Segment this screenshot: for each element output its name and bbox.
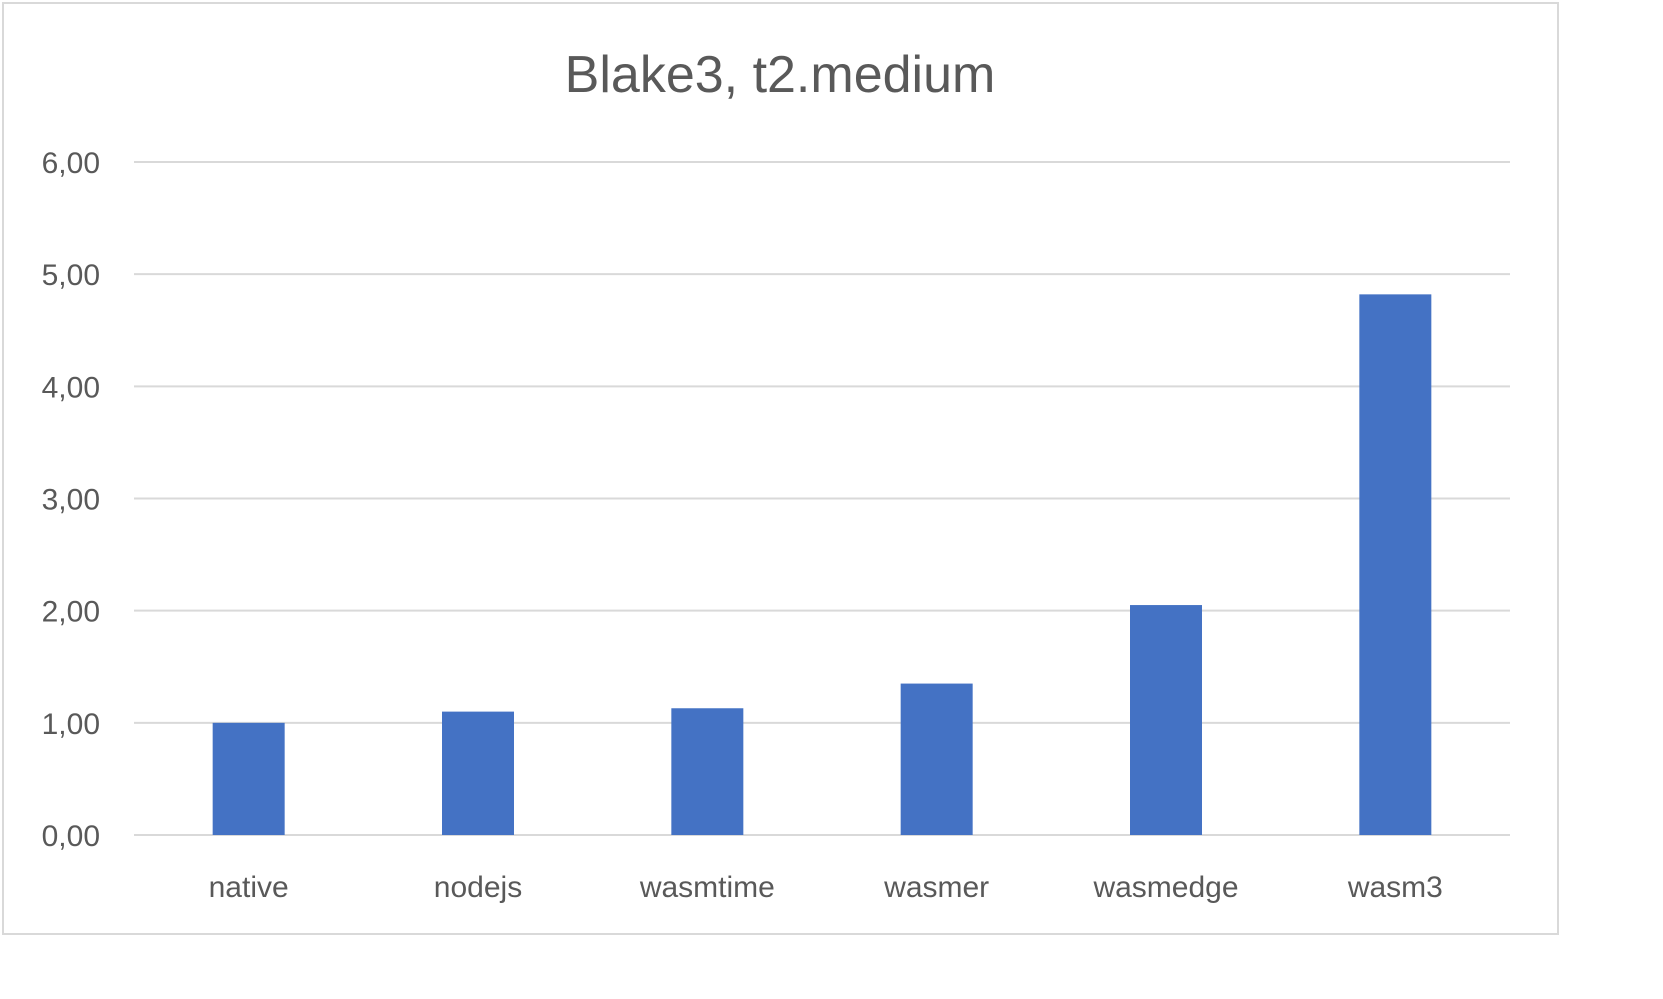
chart-title: Blake3, t2.medium (565, 46, 996, 104)
gridlines (134, 161, 1510, 836)
x-tick-label: wasmer (883, 871, 989, 904)
bar-native (212, 722, 285, 835)
bar-wasmtime (671, 708, 744, 835)
bars (212, 294, 1432, 835)
x-tick-label: wasm3 (1347, 871, 1443, 904)
y-tick-label: 5,00 (42, 259, 100, 292)
bar-wasm3 (1359, 294, 1432, 835)
x-tick-label: nodejs (434, 871, 522, 904)
bar-wasmer (900, 683, 973, 835)
x-axis-tick-labels: native nodejs wasmtime wasmer wasmedge wasm3 (209, 871, 1443, 904)
y-tick-label: 2,00 (42, 596, 100, 629)
y-axis-tick-labels: 0,00 1,00 2,00 3,00 4,00 5,00 6,00 (42, 147, 100, 853)
y-tick-label: 0,00 (42, 820, 100, 853)
x-tick-label: wasmtime (639, 871, 775, 904)
x-tick-label: wasmedge (1092, 871, 1238, 904)
y-tick-label: 1,00 (42, 708, 100, 741)
y-tick-label: 4,00 (42, 371, 100, 404)
bar-nodejs (442, 711, 514, 835)
y-tick-label: 6,00 (42, 147, 100, 180)
x-tick-label: native (209, 871, 289, 904)
bar-wasmedge (1130, 605, 1202, 835)
y-tick-label: 3,00 (42, 484, 100, 517)
